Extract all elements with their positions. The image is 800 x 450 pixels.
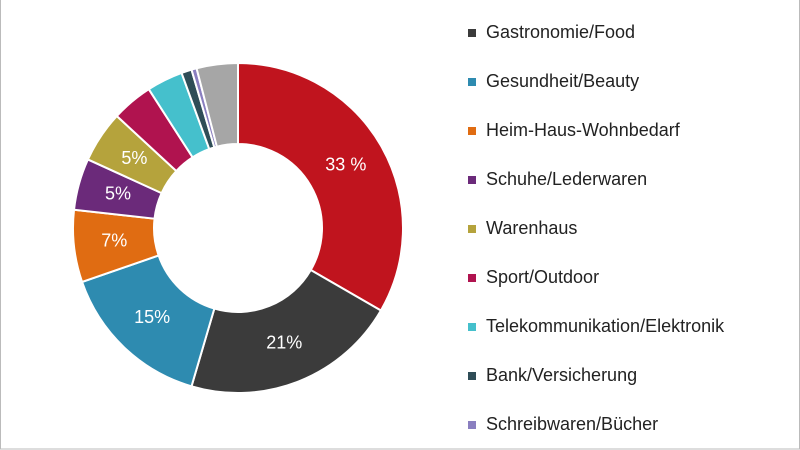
legend-label: Sport/Outdoor: [486, 267, 599, 287]
legend-label: Gesundheit/Beauty: [486, 71, 639, 91]
legend-label: Warenhaus: [486, 218, 577, 238]
value-label: 5%: [121, 148, 147, 168]
legend-marker: [468, 372, 476, 380]
donut-slice: [237, 61, 404, 312]
value-label: 7%: [101, 231, 127, 251]
legend-marker: [468, 421, 476, 429]
legend-marker: [468, 323, 476, 331]
legend-marker: [468, 274, 476, 282]
legend-label: Schreibwaren/Bücher: [486, 414, 658, 434]
legend-label: Telekommunikation/Elektronik: [486, 316, 725, 336]
value-label: 5%: [105, 184, 131, 204]
legend-label: Gastronomie/Food: [486, 22, 635, 42]
value-label: 33 %: [325, 155, 366, 175]
value-label: 21%: [266, 332, 302, 352]
legend-marker: [468, 29, 476, 37]
donut-slice: [195, 61, 239, 148]
legend-marker: [468, 176, 476, 184]
value-label: 15%: [134, 307, 170, 327]
donut-slice: [190, 268, 383, 394]
legend-marker: [468, 225, 476, 233]
legend-label: Bank/Versicherung: [486, 365, 637, 385]
legend-label: Heim-Haus-Wohnbedarf: [486, 120, 681, 140]
legend-marker: [468, 127, 476, 135]
legend-marker: [468, 78, 476, 86]
legend-label: Schuhe/Lederwaren: [486, 169, 647, 189]
